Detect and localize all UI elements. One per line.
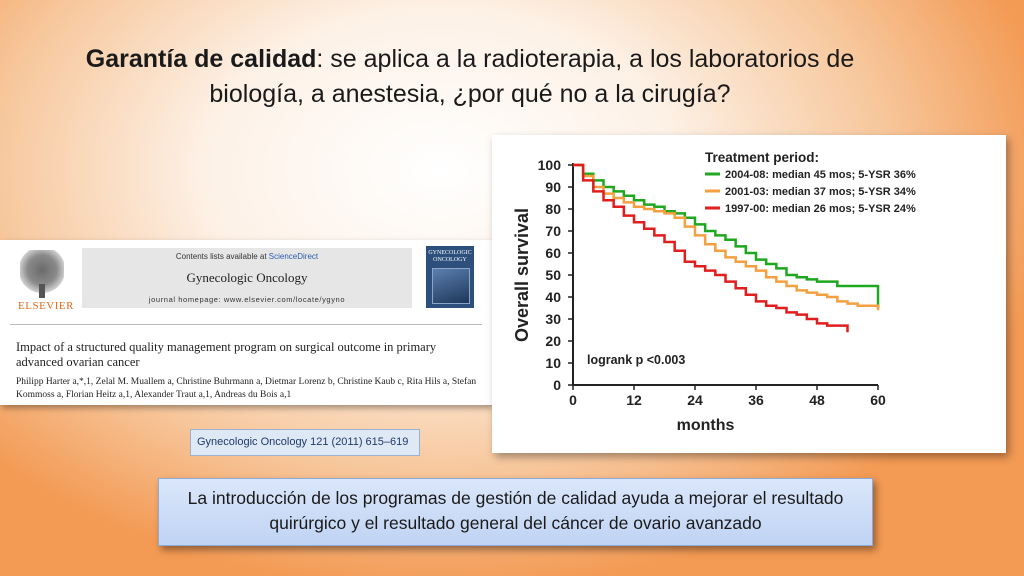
y-tick-label: 70 [545,223,561,239]
contents-prefix: Contents lists available at [175,252,269,261]
slide-title: Garantía de calidad: se aplica a la radi… [40,42,900,112]
slide-title-rest: : se aplica a la radioterapia, a los lab… [209,45,855,108]
y-tick-label: 30 [545,311,561,327]
legend-label: 1997-00: median 26 mos; 5-YSR 24% [725,203,916,215]
y-tick-label: 90 [545,179,561,195]
cover-art [432,268,470,304]
x-tick-label: 60 [870,392,886,408]
legend-title: Treatment period: [705,150,819,165]
x-tick-label: 12 [626,392,642,408]
x-tick-label: 0 [569,392,577,408]
divider [10,324,482,325]
legend-label: 2001-03: median 37 mos; 5-YSR 34% [725,186,916,198]
article-authors: Philipp Harter a,*,1, Zelal M. Muallem a… [16,377,477,400]
y-tick-label: 40 [545,289,561,305]
y-tick-label: 10 [545,355,561,371]
article-header: ELSEVIER Contents lists available at Sci… [0,240,492,405]
y-tick-label: 20 [545,333,561,349]
sciencedirect-link[interactable]: ScienceDirect [268,252,319,261]
logrank-annotation: logrank p <0.003 [587,353,685,367]
y-tick-label: 60 [545,245,561,261]
x-axis-label: months [677,417,735,434]
y-tick-label: 80 [545,201,561,217]
y-tick-label: 100 [538,157,562,173]
contents-line: Contents lists available at ScienceDirec… [82,252,412,261]
journal-band: Contents lists available at ScienceDirec… [82,248,412,308]
series-line-3 [573,163,849,333]
series-line-2 [573,163,880,311]
publisher-name: ELSEVIER [18,300,74,312]
x-tick-label: 24 [687,392,703,408]
slide-title-bold: Garantía de calidad [85,45,317,73]
series-line-1 [573,163,880,308]
cover-title: GYNECOLOGIC ONCOLOGY [428,250,472,263]
y-tick-label: 0 [553,377,561,393]
journal-homepage: journal homepage: www.elsevier.com/locat… [148,295,346,304]
y-axis-label: Overall survival [512,208,532,342]
tree-trunk [39,284,45,298]
survival-chart: 0 10 20 30 40 50 60 70 80 90 100 0 12 24 36 48 60 months O… [512,150,916,434]
conclusion-callout: La introducción de los programas de gest… [158,478,873,546]
citation-box: Gynecologic Oncology 121 (2011) 615–619 [190,429,420,456]
journal-cover: GYNECOLOGIC ONCOLOGY [426,246,474,308]
elsevier-logo: ELSEVIER [10,248,73,312]
journal-name: Gynecologic Oncology [186,270,308,285]
survival-chart-card: 0 10 20 30 40 50 60 70 80 90 100 0 12 24 36 48 60 months O… [492,135,1006,453]
y-tick-label: 50 [545,267,561,283]
x-tick-label: 48 [809,392,825,408]
legend-label: 2004-08: median 45 mos; 5-YSR 36% [725,169,916,181]
x-tick-label: 36 [748,392,764,408]
article-title: Impact of a structured quality managemen… [16,340,437,369]
